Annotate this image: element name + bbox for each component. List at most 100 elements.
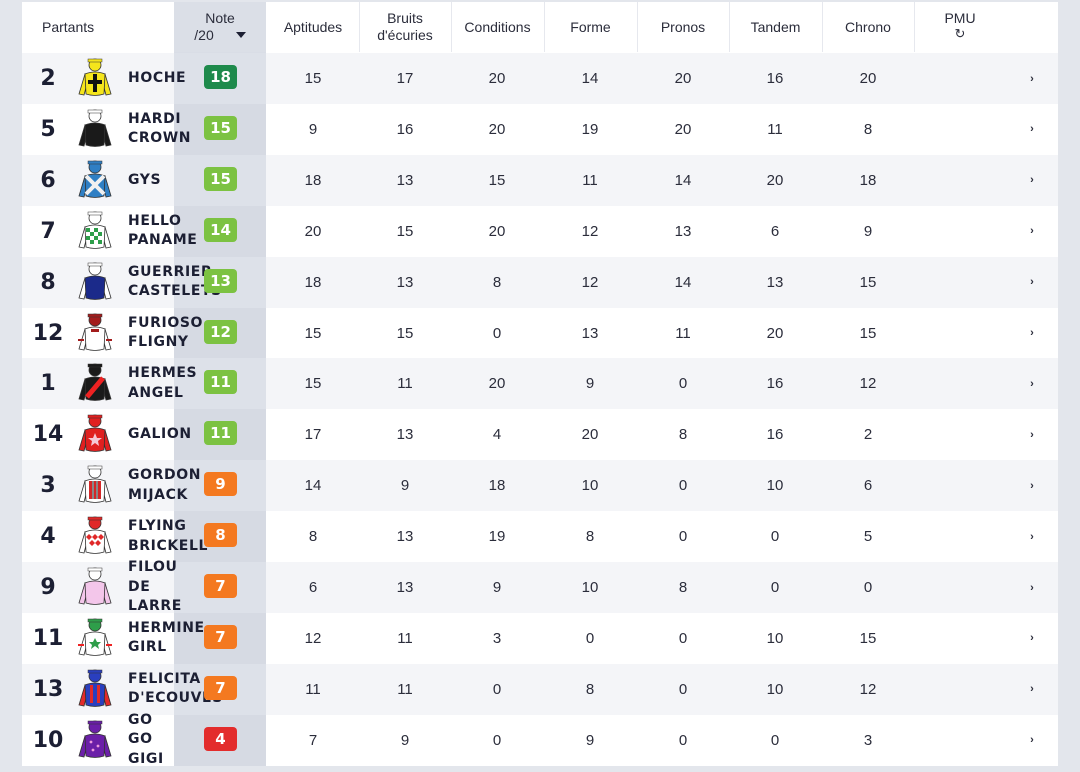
table-row[interactable]: 2 HOCHE 18 15 17 20 14 20 16 20 › [22, 53, 1058, 104]
table-row[interactable]: 9 FILOU DE LARRE 7 6 13 9 10 8 0 0 › [22, 559, 1058, 615]
note-badge: 11 [204, 421, 237, 446]
horse-name[interactable]: GO GO GIGI [128, 711, 164, 767]
horse-name[interactable]: GUERRIER CASTELETS [128, 263, 222, 300]
horse-name[interactable]: GYS [128, 171, 162, 188]
score-chrono: 12 [859, 680, 877, 698]
header-aptitudes[interactable]: Aptitudes [283, 18, 343, 35]
horse-name[interactable]: GALION [128, 426, 192, 443]
horse-name[interactable]: HERMINE GIRL [128, 619, 205, 656]
table-row[interactable]: 8 GUERRIER CASTELETS 13 18 13 8 12 14 13 15 › [22, 256, 1058, 308]
jockey-silk-icon [77, 160, 113, 202]
score-conditions: 4 [492, 426, 502, 444]
score-bruits: 9 [400, 477, 410, 495]
score-aptitudes: 20 [304, 222, 322, 240]
note-badge: 7 [204, 675, 237, 700]
table-row[interactable]: 13 FELICITA D'ECOUVES 7 11 11 0 8 0 10 12 › [22, 663, 1058, 715]
header-pronos[interactable]: Pronos [660, 18, 706, 35]
refresh-icon[interactable]: ↻ [954, 26, 966, 41]
score-chrono: 2 [863, 426, 873, 444]
note-badge: 18 [204, 65, 237, 89]
chevron-right-icon[interactable]: › [1030, 479, 1034, 492]
note-badge: 7 [204, 574, 237, 598]
header-pmu[interactable]: PMU ↻ [944, 10, 976, 41]
score-aptitudes: 18 [304, 171, 322, 189]
score-bruits: 13 [396, 171, 414, 189]
header-note[interactable]: Note /20 [174, 2, 266, 52]
score-conditions: 3 [492, 629, 502, 647]
score-forme: 12 [581, 222, 599, 240]
score-forme: 8 [585, 528, 595, 546]
table-row[interactable]: 10 GO GO GIGI 4 7 9 0 9 0 0 3 › [22, 711, 1058, 767]
score-aptitudes: 15 [304, 70, 322, 87]
runner-number: 2 [40, 66, 56, 91]
score-chrono: 9 [863, 222, 873, 240]
chevron-right-icon[interactable]: › [1030, 377, 1034, 390]
score-pronos: 8 [678, 579, 688, 596]
horse-name[interactable]: HOCHE [128, 69, 187, 86]
chevron-right-icon[interactable]: › [1030, 632, 1034, 645]
horse-name[interactable]: HARDI CROWN [128, 110, 192, 147]
table-row[interactable]: 7 HELLO PANAME 14 20 15 20 12 13 6 9 › [22, 205, 1058, 257]
chevron-right-icon[interactable]: › [1030, 276, 1034, 289]
table-header: Partants Note /20 Aptitudes Bruits d'écu… [22, 2, 1058, 52]
runner-number: 6 [40, 167, 56, 193]
sort-down-icon [235, 31, 246, 38]
chevron-right-icon[interactable]: › [1030, 428, 1034, 441]
score-tandem: 20 [766, 171, 784, 189]
jockey-silk-icon [77, 211, 113, 253]
jockey-silk-icon [77, 465, 113, 507]
score-chrono: 15 [859, 629, 877, 647]
score-conditions: 0 [492, 731, 502, 749]
note-badge: 13 [204, 268, 237, 293]
horse-name[interactable]: FLYING BRICKELL [128, 518, 208, 554]
chevron-right-icon[interactable]: › [1030, 327, 1034, 339]
table-row[interactable]: 1 HERMES ANGEL 11 15 11 20 9 0 16 12 › [22, 358, 1058, 410]
score-bruits: 16 [396, 120, 414, 138]
score-tandem: 10 [766, 477, 784, 495]
score-conditions: 0 [492, 324, 502, 342]
jockey-silk-icon [77, 58, 113, 100]
header-tandem[interactable]: Tandem [750, 18, 801, 35]
table-row[interactable]: 11 HERMINE GIRL 7 12 11 3 0 0 10 15 › [22, 612, 1058, 664]
chevron-right-icon[interactable]: › [1030, 683, 1034, 696]
header-partants[interactable]: Partants [42, 18, 95, 35]
table-row[interactable]: 14 GALION 11 17 13 4 20 8 16 2 › [22, 409, 1058, 461]
chevron-right-icon[interactable]: › [1030, 581, 1034, 594]
jockey-silk-icon [77, 262, 113, 304]
horse-name[interactable]: HERMES ANGEL [128, 365, 198, 401]
score-conditions: 20 [488, 222, 506, 240]
chevron-right-icon[interactable]: › [1030, 225, 1034, 238]
chevron-right-icon[interactable]: › [1030, 530, 1034, 543]
table-row[interactable]: 12 FURIOSO FLIGNY 12 15 15 0 13 11 20 15 › [22, 307, 1058, 359]
header-bruits[interactable]: Bruits d'écuries [377, 10, 433, 43]
table-row[interactable]: 5 HARDI CROWN 15 9 16 20 19 20 11 8 › [22, 103, 1058, 155]
score-bruits: 13 [396, 273, 414, 291]
horse-name[interactable]: FILOU DE LARRE [128, 559, 182, 615]
score-forme: 11 [582, 171, 598, 189]
table-row[interactable]: 3 GORDON MIJACK 9 14 9 18 10 0 10 6 › [22, 460, 1058, 512]
score-tandem: 16 [766, 375, 784, 393]
score-forme: 10 [581, 579, 599, 596]
header-chrono[interactable]: Chrono [845, 18, 891, 35]
table-row[interactable]: 4 FLYING BRICKELL 8 8 13 19 8 0 0 5 › [22, 511, 1058, 563]
horse-name[interactable]: FELICITA D'ECOUVES [128, 670, 223, 707]
horse-name[interactable]: HELLO PANAME [128, 212, 198, 249]
runner-number: 14 [32, 422, 64, 448]
chevron-right-icon[interactable]: › [1030, 72, 1034, 85]
chevron-right-icon[interactable]: › [1030, 123, 1034, 136]
score-conditions: 20 [488, 375, 506, 393]
score-conditions: 9 [492, 579, 502, 596]
chevron-right-icon[interactable]: › [1030, 174, 1034, 187]
horse-name[interactable]: FURIOSO FLIGNY [128, 314, 204, 351]
score-forme: 0 [585, 629, 595, 647]
table-row[interactable]: 6 GYS 15 18 13 15 11 14 20 18 › [22, 154, 1058, 206]
header-forme[interactable]: Forme [570, 18, 611, 35]
header-conditions[interactable]: Conditions [464, 18, 531, 35]
score-pronos: 8 [678, 426, 688, 444]
score-aptitudes: 11 [305, 680, 321, 698]
chevron-right-icon[interactable]: › [1030, 734, 1034, 747]
runner-number: 3 [40, 473, 56, 499]
runner-number: 8 [40, 269, 56, 295]
horse-name[interactable]: GORDON MIJACK [128, 467, 202, 503]
note-badge: 8 [204, 523, 237, 548]
